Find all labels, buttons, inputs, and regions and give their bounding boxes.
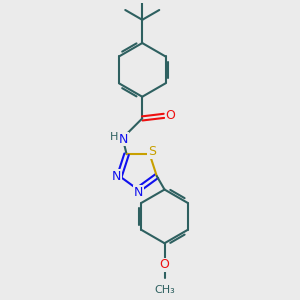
Text: N: N bbox=[134, 186, 143, 199]
Text: CH₃: CH₃ bbox=[154, 284, 175, 295]
Text: O: O bbox=[160, 258, 170, 272]
Text: S: S bbox=[148, 145, 156, 158]
Text: N: N bbox=[119, 133, 128, 146]
Text: H: H bbox=[110, 132, 118, 142]
Text: N: N bbox=[112, 169, 122, 183]
Text: O: O bbox=[166, 109, 176, 122]
